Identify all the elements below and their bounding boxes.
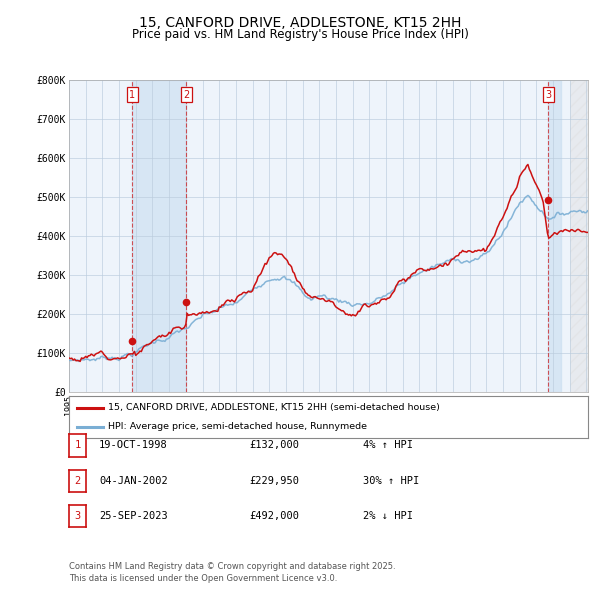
Text: 4% ↑ HPI: 4% ↑ HPI	[363, 441, 413, 450]
Text: HPI: Average price, semi-detached house, Runnymede: HPI: Average price, semi-detached house,…	[108, 422, 367, 431]
Text: 15, CANFORD DRIVE, ADDLESTONE, KT15 2HH: 15, CANFORD DRIVE, ADDLESTONE, KT15 2HH	[139, 16, 461, 30]
Text: 2: 2	[74, 476, 80, 486]
Text: £492,000: £492,000	[249, 512, 299, 521]
Text: 25-SEP-2023: 25-SEP-2023	[99, 512, 168, 521]
Text: 15, CANFORD DRIVE, ADDLESTONE, KT15 2HH (semi-detached house): 15, CANFORD DRIVE, ADDLESTONE, KT15 2HH …	[108, 403, 440, 412]
Text: 30% ↑ HPI: 30% ↑ HPI	[363, 476, 419, 486]
Text: 2% ↓ HPI: 2% ↓ HPI	[363, 512, 413, 521]
Text: 3: 3	[545, 90, 551, 100]
Bar	[548, 80, 561, 392]
Text: 1: 1	[130, 90, 136, 100]
Text: £229,950: £229,950	[249, 476, 299, 486]
Text: 19-OCT-1998: 19-OCT-1998	[99, 441, 168, 450]
Text: Contains HM Land Registry data © Crown copyright and database right 2025.
This d: Contains HM Land Registry data © Crown c…	[69, 562, 395, 583]
Text: 3: 3	[74, 512, 80, 521]
Text: 04-JAN-2002: 04-JAN-2002	[99, 476, 168, 486]
Bar	[569, 80, 590, 392]
Text: Price paid vs. HM Land Registry's House Price Index (HPI): Price paid vs. HM Land Registry's House …	[131, 28, 469, 41]
Text: £132,000: £132,000	[249, 441, 299, 450]
Text: 1: 1	[74, 441, 80, 450]
Text: 2: 2	[183, 90, 189, 100]
Bar	[133, 80, 186, 392]
